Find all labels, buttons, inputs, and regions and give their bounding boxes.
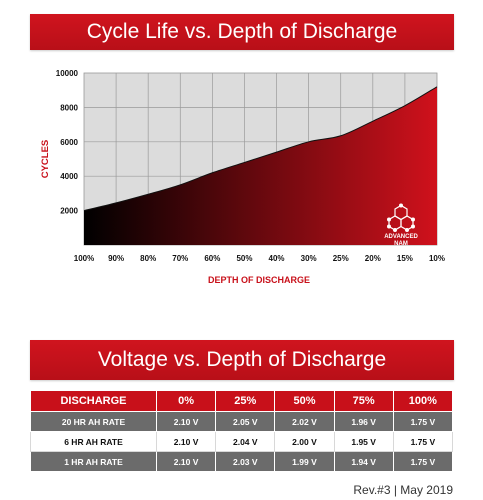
table-cell: 2.10 V xyxy=(155,451,217,472)
y-axis-tick-labels: 2000 4000 6000 8000 10000 xyxy=(56,69,79,216)
table-cell: 2.03 V xyxy=(215,451,276,472)
header-cell: 50% xyxy=(274,390,335,412)
table-cell: 1.75 V xyxy=(392,411,454,432)
table-title-banner: Voltage vs. Depth of Discharge xyxy=(30,340,454,380)
table-cell: 1.95 V xyxy=(333,431,394,452)
y-axis-label: CYCLES xyxy=(40,140,51,179)
table-cell: 1.75 V xyxy=(392,431,454,452)
x-tick-label: 50% xyxy=(236,254,252,263)
row-label: 20 HR AH RATE xyxy=(30,411,157,432)
brand-logo: ADVANCED NAM xyxy=(384,203,418,247)
table-cell: 2.02 V xyxy=(274,411,335,432)
chart-title: Cycle Life vs. Depth of Discharge xyxy=(86,20,398,43)
data-line xyxy=(83,86,438,212)
table-cell: 2.10 V xyxy=(155,411,217,432)
logo-line2: NAM xyxy=(394,241,408,247)
x-tick-label: 90% xyxy=(108,254,124,263)
table-cell: 1.99 V xyxy=(274,451,335,472)
x-tick-label: 25% xyxy=(333,254,349,263)
table-cell: 2.00 V xyxy=(274,431,335,452)
x-tick-label: 20% xyxy=(365,254,381,263)
y-tick-label: 6000 xyxy=(60,138,78,147)
table-header-row: DISCHARGE 0% 25% 50% 75% 100% xyxy=(30,390,454,412)
table-cell: 2.04 V xyxy=(215,431,276,452)
x-tick-label: 30% xyxy=(301,254,317,263)
y-tick-label: 2000 xyxy=(60,207,78,216)
cycle-life-chart: 100% 90% 80% 70% 60% 50% 40% 30% 25% 20% 15% 10% 20… xyxy=(40,69,445,285)
x-tick-label: 70% xyxy=(172,254,188,263)
header-cell: 25% xyxy=(215,390,276,412)
hexagon-logo-icon xyxy=(387,203,416,233)
table-cell: 1.96 V xyxy=(333,411,394,432)
header-cell: DISCHARGE xyxy=(30,390,157,412)
header-cell: 0% xyxy=(155,390,217,412)
table-row: 20 HR AH RATE 2.10 V 2.05 V 2.02 V 1.96 … xyxy=(30,411,454,432)
x-tick-label: 40% xyxy=(269,254,285,263)
x-tick-label: 15% xyxy=(397,254,413,263)
data-area xyxy=(84,86,437,245)
table-cell: 1.94 V xyxy=(333,451,394,472)
table-cell: 2.05 V xyxy=(215,411,276,432)
y-tick-label: 4000 xyxy=(60,172,78,181)
voltage-table: DISCHARGE 0% 25% 50% 75% 100% 20 HR AH R… xyxy=(30,390,454,472)
table-cell: 2.10 V xyxy=(155,431,217,452)
x-axis-tick-labels: 100% 90% 80% 70% 60% 50% 40% 30% 25% 20% 15% 10% xyxy=(74,254,445,263)
table-row: 1 HR AH RATE 2.10 V 2.03 V 1.99 V 1.94 V… xyxy=(30,451,454,472)
x-tick-label: 80% xyxy=(140,254,156,263)
row-label: 1 HR AH RATE xyxy=(30,451,157,472)
x-tick-label: 60% xyxy=(204,254,220,263)
table-title: Voltage vs. Depth of Discharge xyxy=(97,348,387,371)
x-tick-label: 100% xyxy=(74,254,94,263)
table-cell: 1.75 V xyxy=(392,451,454,472)
x-tick-label: 10% xyxy=(429,254,445,263)
y-tick-label: 8000 xyxy=(60,103,78,112)
logo-line1: ADVANCED xyxy=(384,234,418,240)
header-cell: 100% xyxy=(392,390,454,412)
revision-note: Rev.#3 | May 2019 xyxy=(353,483,453,497)
chart-title-banner: Cycle Life vs. Depth of Discharge xyxy=(30,14,454,50)
x-axis-label: DEPTH OF DISCHARGE xyxy=(208,275,310,285)
table-row: 6 HR AH RATE 2.10 V 2.04 V 2.00 V 1.95 V… xyxy=(30,431,454,452)
header-cell: 75% xyxy=(333,390,394,412)
row-label: 6 HR AH RATE xyxy=(30,431,157,452)
y-tick-label: 10000 xyxy=(56,69,79,78)
